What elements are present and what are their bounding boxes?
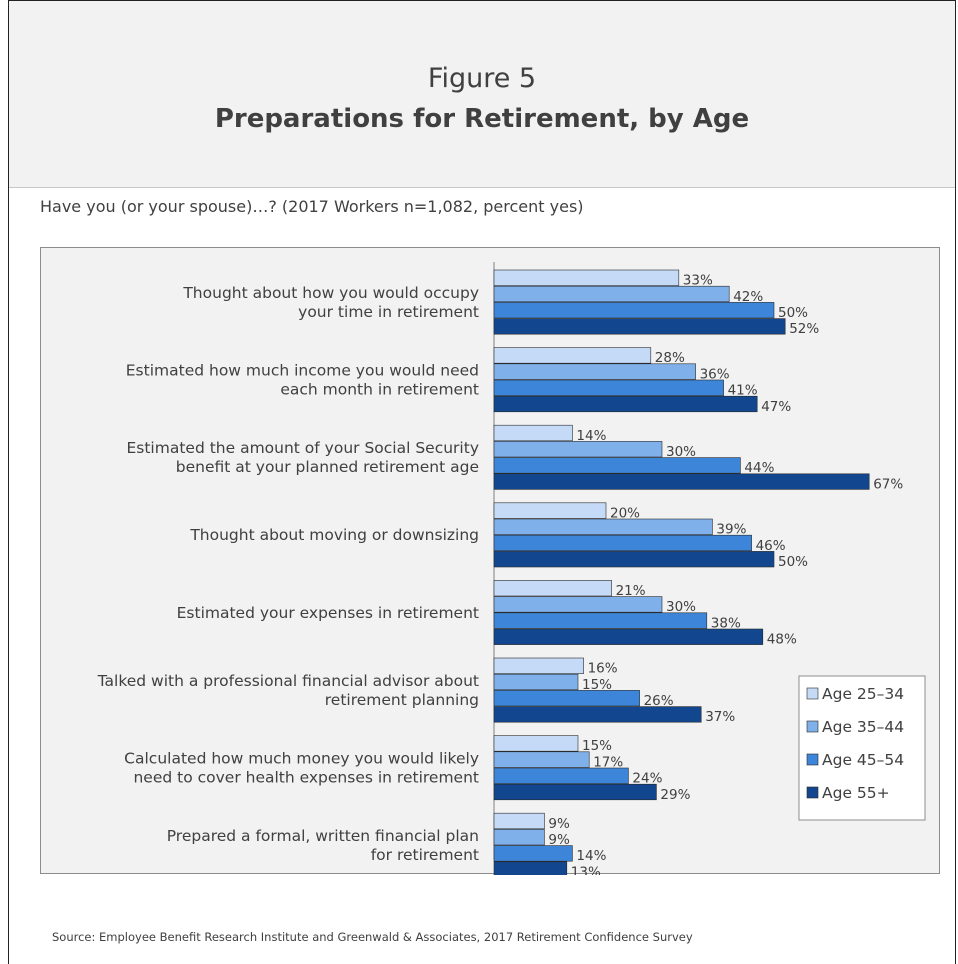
category-label: Thought about how you would occupy	[182, 284, 479, 302]
data-label: 50%	[778, 305, 808, 321]
data-label: 38%	[711, 615, 741, 631]
bar	[493, 285, 730, 303]
bar	[493, 363, 696, 380]
bar	[493, 767, 629, 784]
bar	[493, 347, 652, 364]
bar	[493, 473, 870, 490]
survey-question: Have you (or your spouse)…? (2017 Worker…	[40, 197, 584, 216]
bar	[493, 379, 724, 396]
data-label: 30%	[666, 444, 696, 460]
bar	[493, 751, 590, 768]
data-label: 42%	[733, 289, 763, 305]
data-label: 15%	[582, 677, 612, 693]
legend-entry: Age 35–44	[822, 718, 904, 736]
data-label: 28%	[655, 350, 685, 366]
category-label: each month in retirement	[280, 381, 479, 399]
bar	[493, 441, 663, 458]
category-label: Calculated how much money you would like…	[124, 750, 479, 768]
bar	[493, 518, 713, 535]
bar	[493, 690, 640, 707]
data-label: 26%	[644, 693, 674, 709]
category-label: Talked with a professional financial adv…	[97, 672, 479, 690]
category-label: benefit at your planned retirement age	[176, 458, 479, 476]
legend-entry: Age 55+	[822, 784, 890, 802]
bar	[493, 812, 545, 830]
data-label: 13%	[571, 864, 601, 875]
data-label: 14%	[576, 848, 606, 864]
bar	[493, 457, 741, 474]
bar	[493, 502, 607, 519]
figure-title: Preparations for Retirement, by Age	[214, 104, 750, 134]
bar	[493, 783, 657, 801]
data-label: 29%	[660, 787, 690, 803]
bar	[493, 302, 775, 319]
category-label: retirement planning	[325, 691, 479, 709]
bar	[493, 395, 758, 413]
legend-box	[798, 675, 926, 821]
bar	[493, 269, 680, 286]
figure-number: Figure 5	[427, 63, 537, 94]
bar	[493, 845, 573, 862]
bar	[493, 596, 663, 613]
bar	[493, 706, 702, 723]
data-label: 9%	[548, 816, 570, 832]
legend-entry: Age 45–54	[822, 751, 904, 769]
bar	[493, 551, 775, 568]
data-label: 46%	[756, 538, 786, 554]
data-label: 36%	[700, 366, 730, 382]
data-label: 30%	[666, 599, 696, 615]
legend-swatch	[806, 786, 819, 799]
data-label: 16%	[588, 661, 618, 677]
bar	[493, 829, 545, 846]
data-label: 33%	[683, 273, 713, 289]
legend-entry: Age 25–34	[822, 685, 904, 703]
bar	[493, 580, 612, 597]
category-label: need to cover health expenses in retirem…	[133, 769, 479, 787]
bar	[493, 424, 573, 442]
chart-area: Thought about how you would occupy your t…	[40, 247, 940, 875]
category-label: Estimated the amount of your Social Secu…	[126, 439, 479, 457]
bar	[493, 534, 752, 552]
category-label: your time in retirement	[298, 303, 479, 321]
category-label: for retirement	[371, 846, 479, 864]
bar	[493, 657, 584, 674]
data-label: 17%	[593, 754, 623, 770]
data-label: 9%	[548, 832, 570, 848]
data-label: 20%	[610, 505, 640, 521]
category-label: Estimated your expenses in retirement	[177, 604, 479, 622]
legend: Age 25–34 Age 35–44 Age 45–54 Age 55+	[798, 675, 926, 821]
category-label: Prepared a formal, written financial pla…	[167, 827, 479, 845]
bar	[493, 612, 708, 629]
bar	[493, 861, 568, 875]
data-label: 21%	[616, 583, 646, 599]
data-label: 24%	[632, 771, 662, 787]
bar	[493, 318, 786, 335]
data-label: 14%	[576, 428, 606, 444]
category-label: Thought about moving or downsizing	[189, 526, 479, 544]
data-label: 44%	[744, 460, 774, 476]
bar	[493, 735, 579, 752]
legend-swatch	[806, 687, 819, 700]
source-note: Source: Employee Benefit Research Instit…	[52, 930, 693, 944]
data-label: 47%	[761, 399, 791, 415]
data-label: 50%	[778, 554, 808, 570]
figure-header: Figure 5 Preparations for Retirement, by…	[9, 1, 955, 188]
data-label: 37%	[705, 709, 735, 725]
category-label: Estimated how much income you would need	[126, 362, 479, 380]
data-label: 67%	[873, 476, 903, 492]
data-label: 48%	[767, 632, 797, 648]
data-label: 15%	[582, 738, 612, 754]
bar	[493, 673, 579, 691]
bar	[493, 628, 764, 645]
data-label: 52%	[789, 321, 819, 337]
data-label: 41%	[728, 383, 758, 399]
legend-swatch	[806, 753, 819, 766]
legend-swatch	[806, 720, 819, 733]
data-label: 39%	[716, 522, 746, 538]
